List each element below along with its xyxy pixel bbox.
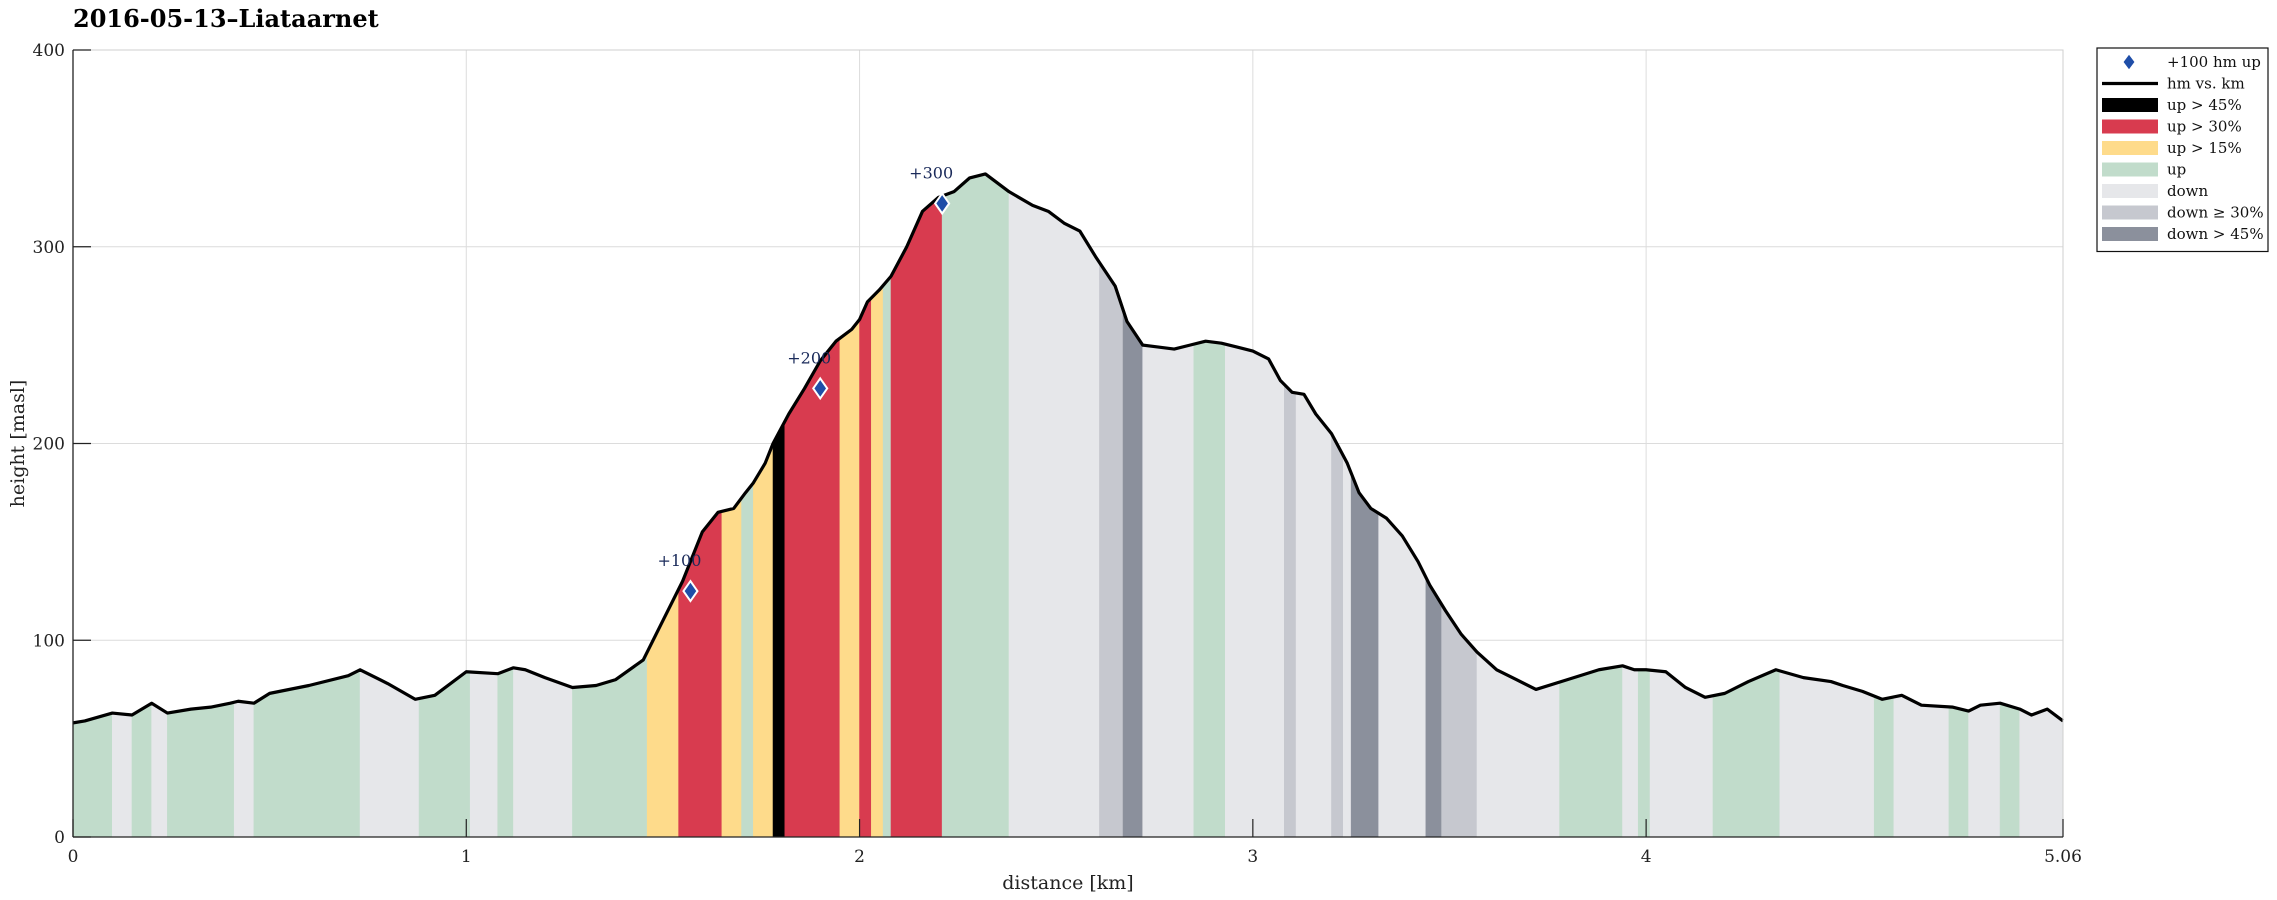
legend-label: +100 hm up: [2167, 53, 2261, 71]
marker-label: +200: [787, 348, 831, 367]
segment-up: [497, 667, 514, 838]
x-tick-label: 5.06: [2044, 847, 2082, 867]
y-tick-label: 300: [33, 238, 65, 258]
marker-diamond: [812, 376, 829, 401]
profile-line: [72, 172, 2064, 725]
y-tick-label: 100: [33, 631, 65, 651]
segment-down: [1622, 665, 1639, 838]
segment-down: [1893, 695, 1950, 838]
y-tick-label: 400: [33, 41, 65, 61]
segment-up: [1999, 702, 2021, 838]
segment-down: [151, 702, 168, 838]
legend: +100 hm up hm vs. km up > 45% up > 30% up > …: [2096, 47, 2269, 253]
y-tick-label: 200: [33, 435, 65, 455]
segment-up-30-: [890, 195, 943, 838]
segment-down-30-: [1284, 383, 1297, 838]
legend-patch-swatch: [2102, 98, 2158, 112]
x-tick-label: 0: [68, 847, 79, 867]
segment-up-45-: [772, 421, 786, 838]
legend-label: down > 45%: [2167, 225, 2264, 243]
segment-up: [131, 702, 152, 838]
segment-down: [2019, 708, 2064, 838]
segment-down: [1142, 343, 1195, 838]
legend-patch-swatch: [2102, 162, 2158, 177]
segment-up-30-: [784, 337, 841, 838]
segment-down: [1343, 455, 1352, 838]
segment-up-15-: [839, 318, 860, 838]
legend-patch-swatch: [2102, 141, 2158, 155]
segment-down: [513, 667, 573, 838]
segment-down-45-: [1350, 472, 1379, 838]
segment-up-15-: [753, 443, 774, 838]
segment-down: [1295, 392, 1332, 838]
legend-label: up > 45%: [2167, 96, 2242, 114]
segment-up-15-: [646, 588, 679, 838]
segment-up: [882, 275, 892, 838]
segment-down-30-: [1099, 261, 1124, 838]
segment-up: [1637, 669, 1651, 838]
segment-down-45-: [1425, 577, 1442, 838]
segment-up-30-: [859, 297, 872, 838]
marker-label: +100: [657, 551, 701, 570]
segment-down: [1008, 191, 1100, 838]
segment-down-30-: [1331, 433, 1344, 838]
segment-up: [167, 701, 235, 838]
legend-label: up > 15%: [2167, 139, 2242, 157]
segment-down: [1968, 702, 2001, 838]
legend-patch-swatch: [2102, 119, 2158, 134]
x-axis-label: distance [km]: [1002, 872, 1133, 894]
legend-label: up: [2167, 161, 2186, 179]
marker-diamond: [933, 191, 951, 216]
segment-down: [233, 700, 255, 838]
segment-up-15-: [721, 497, 742, 838]
segment-up: [72, 712, 113, 838]
segment-down-30-: [1441, 603, 1478, 838]
segment-up: [1948, 706, 1969, 838]
segment-up: [1873, 695, 1895, 838]
segment-down: [1779, 670, 1875, 838]
legend-label: hm vs. km: [2167, 75, 2245, 93]
segment-down: [469, 671, 499, 838]
legend-label: up > 30%: [2167, 118, 2242, 136]
legend-patch-swatch: [2102, 184, 2158, 198]
segment-down: [1225, 343, 1285, 838]
x-tick-label: 2: [854, 847, 865, 867]
legend-patch-swatch: [2102, 205, 2158, 220]
chart-title: 2016-05-13–Liataarnet: [73, 4, 379, 33]
segment-up: [1559, 665, 1623, 838]
segment-up: [741, 481, 754, 838]
segment-down: [112, 712, 133, 838]
y-axis-label: height [masl]: [7, 380, 29, 508]
gradient-segments: [72, 173, 2064, 838]
x-tick-label: 1: [461, 847, 472, 867]
x-tick-label: 4: [1641, 847, 1652, 867]
segment-up-15-: [871, 284, 884, 838]
legend-label: down: [2167, 182, 2208, 200]
segment-down-45-: [1122, 309, 1144, 838]
legend-patch-swatch: [2102, 227, 2158, 241]
legend-marker-swatch: [2122, 53, 2136, 71]
legend-label: down ≥ 30%: [2167, 204, 2264, 222]
axes: 0 1 2 3 4 5.06 0 100 200 300 400: [33, 41, 2082, 867]
x-tick-label: 3: [1247, 847, 1258, 867]
hm-markers: +100 +200 +300: [657, 163, 953, 603]
marker-label: +300: [909, 163, 953, 182]
marker-diamond: [682, 579, 699, 603]
profile-line-group: [72, 172, 2064, 725]
segment-up: [941, 173, 1010, 838]
y-tick-label: 0: [54, 828, 65, 848]
segment-up: [1193, 340, 1226, 838]
